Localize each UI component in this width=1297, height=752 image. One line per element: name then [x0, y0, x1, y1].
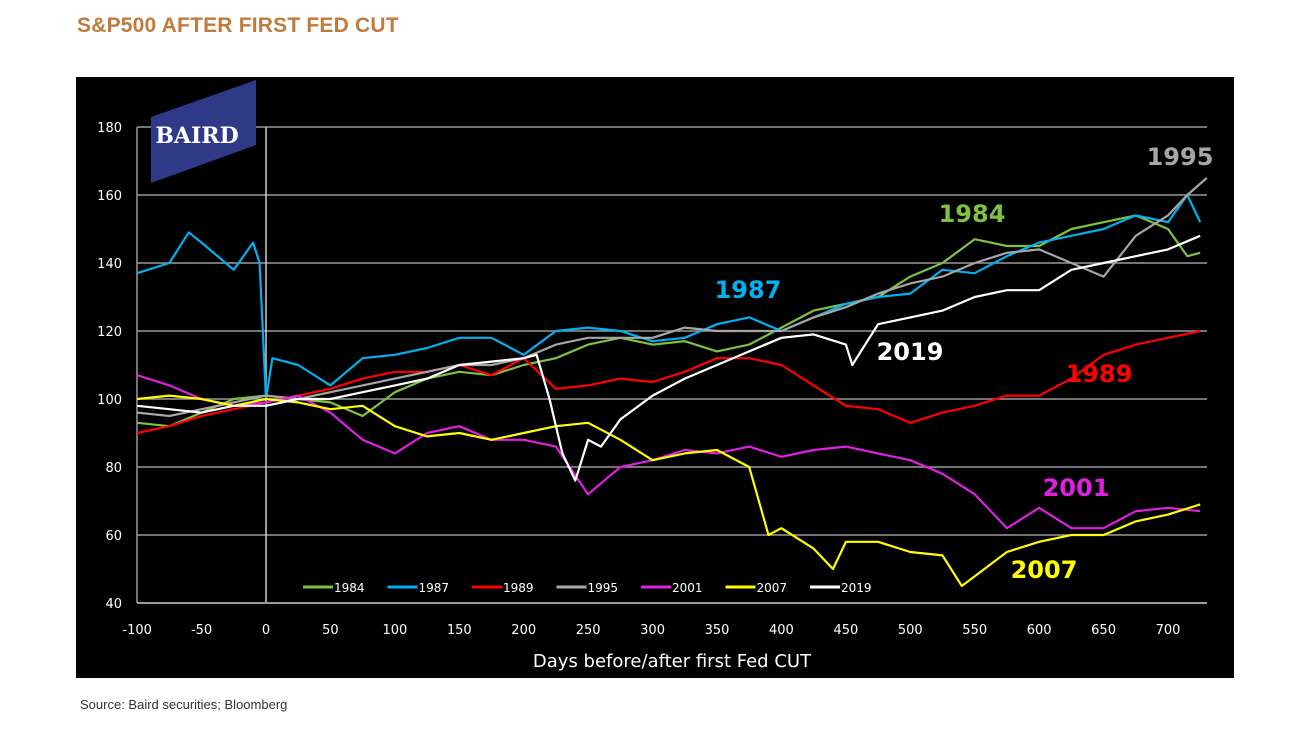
x-tick-label: 650	[1091, 623, 1116, 638]
x-tick-label: 350	[705, 623, 730, 638]
series-annotation-2001: 2001	[1043, 474, 1110, 502]
legend-label-1987: 1987	[419, 581, 450, 595]
series-annotation-1987: 1987	[715, 276, 782, 304]
x-tick-label: 500	[898, 623, 923, 638]
y-tick-label: 140	[97, 257, 122, 272]
x-tick-label: 300	[640, 623, 665, 638]
series-annotation-1984: 1984	[939, 200, 1006, 228]
legend-label-2001: 2001	[672, 581, 703, 595]
series-line-2007	[136, 394, 1201, 588]
baird-logo: BAIRD	[151, 80, 256, 183]
x-tick-label: 450	[833, 623, 858, 638]
legend-label-1995: 1995	[588, 581, 619, 595]
legend-label-2007: 2007	[757, 581, 788, 595]
y-tick-label: 100	[97, 393, 122, 408]
series-line-1995	[136, 177, 1208, 418]
x-tick-label: 700	[1156, 623, 1181, 638]
series-line-1987	[136, 193, 1202, 401]
x-tick-label: 150	[447, 623, 472, 638]
series-annotation-1995: 1995	[1147, 143, 1214, 171]
x-tick-label: 0	[262, 623, 270, 638]
y-tick-label: 160	[97, 189, 122, 204]
y-tick-label: 120	[97, 325, 122, 340]
x-tick-label: 600	[1027, 623, 1052, 638]
series-line-2019	[136, 234, 1201, 482]
legend-label-1984: 1984	[334, 581, 365, 595]
series-annotation-1989: 1989	[1066, 360, 1133, 388]
y-tick-label: 40	[105, 597, 122, 612]
legend-label-2019: 2019	[841, 581, 872, 595]
x-tick-label: -100	[122, 623, 152, 638]
series-annotation-2019: 2019	[877, 338, 944, 366]
x-tick-label: 400	[769, 623, 794, 638]
x-axis-label: Days before/after first Fed CUT	[533, 651, 812, 672]
series-line-2001	[136, 374, 1201, 530]
x-tick-label: 550	[962, 623, 987, 638]
source-note: Source: Baird securities; Bloomberg	[80, 697, 288, 712]
series-line-1989	[136, 329, 1201, 435]
y-tick-label: 80	[105, 461, 122, 476]
x-tick-label: 200	[511, 623, 536, 638]
x-tick-label: 50	[322, 623, 339, 638]
series-annotation-2007: 2007	[1011, 556, 1078, 584]
legend-label-1989: 1989	[503, 581, 534, 595]
y-tick-label: 180	[97, 121, 122, 136]
x-tick-label: -50	[191, 623, 212, 638]
x-tick-label: 100	[382, 623, 407, 638]
x-tick-label: 250	[576, 623, 601, 638]
logo-text: BAIRD	[155, 123, 238, 149]
page-title: S&P500 AFTER FIRST FED CUT	[77, 14, 399, 37]
y-tick-label: 60	[105, 529, 122, 544]
